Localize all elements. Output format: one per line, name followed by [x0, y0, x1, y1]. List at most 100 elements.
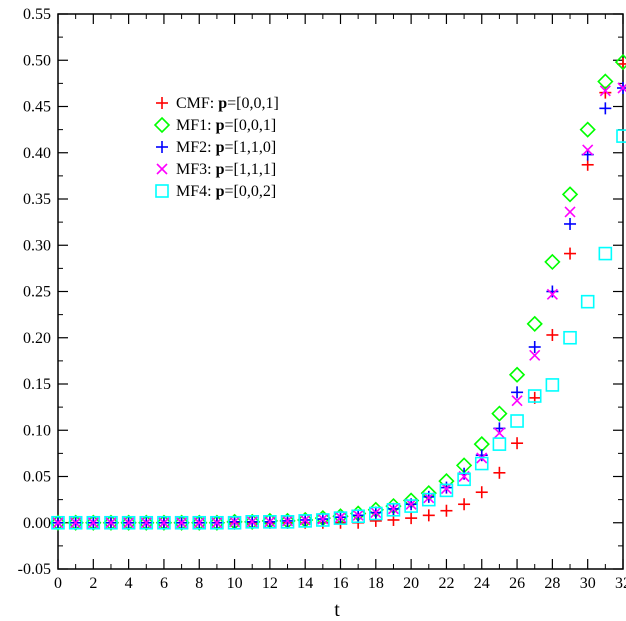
legend-entry: MF2: p=[1,1,0]	[176, 139, 276, 156]
data-point	[298, 514, 312, 528]
data-point	[439, 483, 454, 498]
data-point	[475, 449, 488, 462]
data-point	[404, 499, 418, 513]
data-point	[563, 330, 577, 345]
data-point	[508, 366, 526, 383]
data-point	[280, 515, 295, 529]
data-point	[316, 513, 330, 527]
data-point	[491, 405, 508, 422]
data-point	[244, 513, 261, 530]
legend-marker	[156, 97, 168, 109]
data-point	[473, 435, 490, 453]
series-3	[52, 82, 626, 529]
y-tick-label: 0.25	[23, 284, 51, 301]
data-point	[157, 515, 171, 530]
data-point	[440, 504, 453, 517]
data-point	[405, 498, 417, 510]
data-point	[510, 414, 524, 428]
legend: CMF: p=[0,0,1] MF1: p=[0,0,1] MF2: p=[1,1,…	[148, 89, 331, 211]
data-point	[121, 515, 136, 530]
data-point	[173, 514, 190, 531]
plot-frame	[57, 13, 624, 570]
data-point	[422, 509, 435, 522]
data-point	[616, 129, 626, 143]
legend-marker	[153, 116, 171, 134]
legend-box	[148, 89, 331, 211]
data-point	[440, 482, 453, 495]
data-point	[528, 341, 541, 353]
data-point	[333, 511, 348, 525]
data-point	[138, 514, 155, 531]
data-point	[511, 437, 524, 450]
data-point	[246, 516, 258, 528]
y-tick-label: 0.05	[23, 469, 51, 486]
y-axis: -0.05 0.00 0.05 0.10 0.15 0.20 0.25 0.30 0.35 0.4…	[18, 6, 623, 578]
x-tick-label: 6	[160, 575, 168, 592]
legend-marker	[155, 184, 169, 198]
y-tick-label: 0.30	[23, 237, 51, 254]
data-point	[493, 427, 505, 439]
data-point	[105, 517, 117, 529]
data-point	[317, 513, 329, 525]
series-2	[52, 82, 626, 529]
y-tick-label: 0.15	[23, 376, 51, 393]
data-point	[51, 515, 65, 530]
y-tick-label: 0.00	[23, 515, 51, 532]
x-tick-label: 10	[227, 575, 243, 592]
data-point	[617, 57, 626, 70]
data-point	[546, 285, 559, 298]
data-point	[208, 514, 226, 531]
data-point	[245, 515, 260, 529]
legend-entry: MF1: p=[0,0,1]	[176, 117, 276, 134]
data-point	[299, 514, 311, 526]
series-1	[49, 53, 626, 531]
data-point	[86, 515, 101, 530]
legend-entry: MF3: p=[1,1,1]	[176, 161, 276, 178]
data-point	[176, 517, 188, 529]
data-point	[599, 102, 612, 115]
data-point	[546, 328, 559, 341]
series-4	[51, 129, 626, 530]
data-point	[264, 516, 276, 528]
data-point	[421, 492, 436, 507]
legend-marker	[156, 163, 168, 175]
data-point	[493, 466, 506, 479]
data-point	[334, 511, 347, 523]
data-point	[386, 502, 401, 517]
y-tick-label: 0.40	[23, 145, 51, 162]
x-tick-label: 30	[580, 575, 596, 592]
x-axis: 02468101214161820222426283032	[54, 14, 626, 592]
data-point	[582, 144, 594, 156]
legend-marker	[156, 141, 168, 153]
data-point	[104, 515, 118, 530]
data-point	[474, 456, 489, 471]
legend-entry: MF4: p=[0,0,2]	[176, 183, 276, 200]
data-point	[193, 517, 205, 529]
data-point	[599, 85, 611, 97]
x-tick-label: 32	[615, 575, 626, 592]
x-tick-label: 16	[333, 575, 349, 592]
data-point	[423, 492, 435, 504]
data-point	[192, 515, 207, 530]
data-points	[49, 53, 626, 531]
data-point	[526, 315, 543, 333]
data-point	[314, 509, 331, 527]
data-point	[546, 288, 558, 300]
data-point	[191, 514, 208, 531]
data-point	[155, 514, 173, 531]
data-point	[332, 508, 349, 525]
data-point	[49, 514, 67, 531]
x-tick-label: 18	[368, 575, 384, 592]
x-tick-label: 24	[474, 575, 490, 592]
data-point	[123, 517, 135, 529]
data-point	[580, 294, 595, 309]
data-point	[102, 514, 120, 531]
x-tick-label: 28	[544, 575, 560, 592]
x-tick-label: 2	[89, 575, 97, 592]
data-point	[174, 515, 189, 530]
data-point	[597, 73, 614, 90]
x-tick-label: 14	[297, 575, 313, 592]
x-tick-label: 0	[54, 575, 62, 592]
x-axis-title: t	[334, 599, 340, 621]
